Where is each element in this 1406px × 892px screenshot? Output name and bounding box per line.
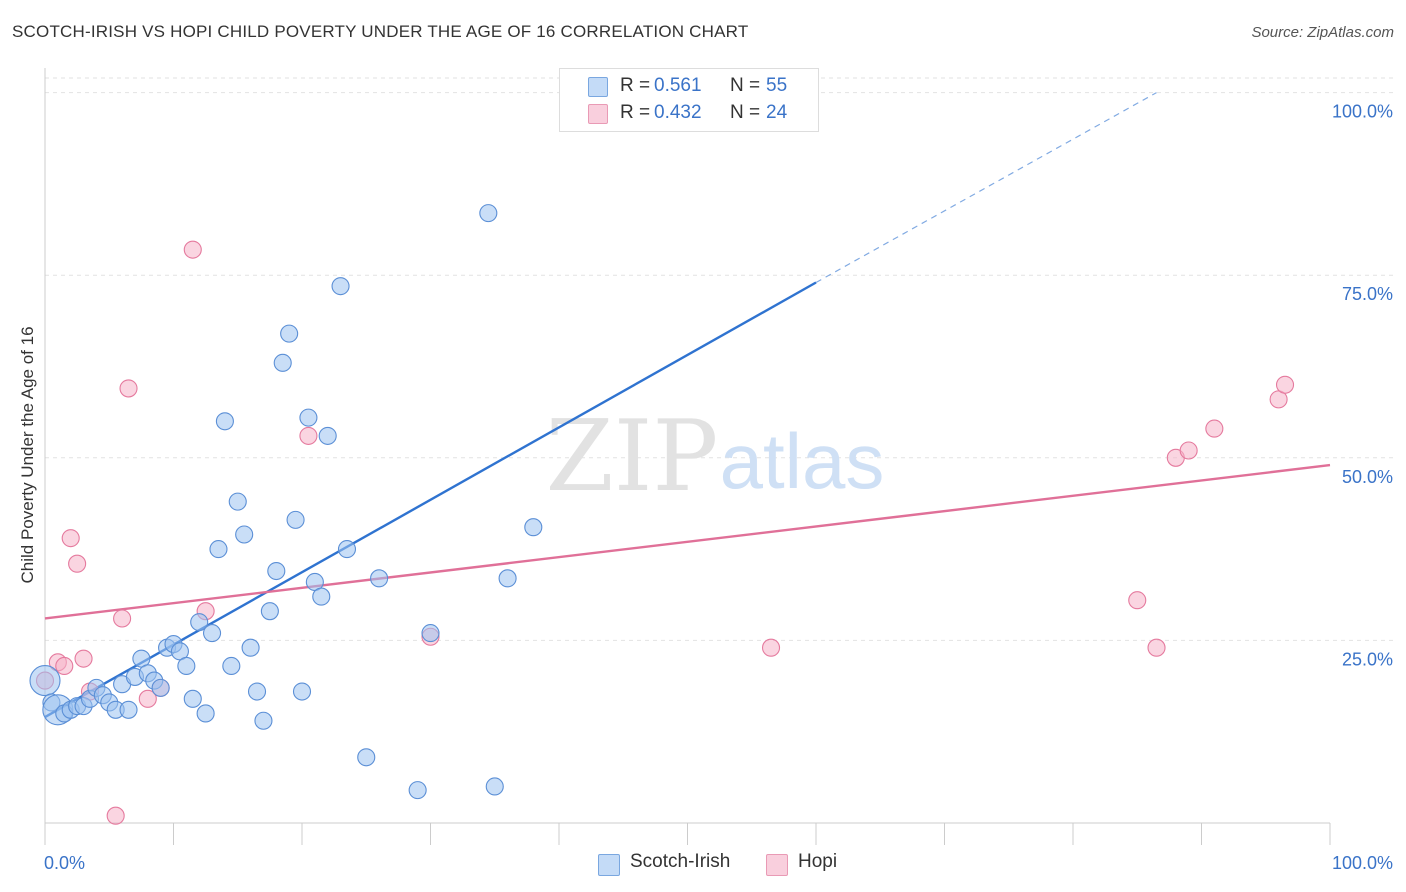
data-points — [29, 83, 1295, 825]
point-scotch-irish — [196, 704, 215, 723]
y-tick-label: 100.0% — [1332, 102, 1393, 122]
y-tick-label: 75.0% — [1342, 284, 1393, 304]
point-scotch-irish — [247, 682, 267, 701]
legend-n-label: N = — [730, 102, 761, 123]
y-axis-label: Child Poverty Under the Age of 16 — [18, 326, 37, 583]
bottom-legend-label-hopi: Hopi — [798, 851, 838, 872]
point-scotch-irish — [215, 412, 234, 431]
axes — [44, 68, 1331, 845]
legend-n-label: N = — [730, 75, 761, 96]
point-scotch-irish — [254, 711, 273, 730]
point-scotch-irish — [408, 781, 427, 800]
point-scotch-irish — [337, 540, 357, 559]
point-hopi — [61, 529, 80, 548]
point-scotch-irish — [183, 689, 202, 708]
point-scotch-irish — [286, 510, 305, 529]
chart-title: SCOTCH-IRISH VS HOPI CHILD POVERTY UNDER… — [12, 22, 749, 41]
correlation-legend: R = 0.561 N = 55 R = 0.432 N = 24 — [559, 68, 819, 132]
watermark-zip: ZIP — [546, 400, 719, 514]
point-scotch-irish — [241, 638, 260, 657]
watermark-atlas: atlas — [720, 417, 885, 505]
tick-labels: 25.0% 50.0% 75.0% 100.0% 0.0% 100.0% — [44, 102, 1393, 873]
point-hopi — [113, 609, 132, 628]
point-hopi — [68, 554, 87, 573]
legend-r-label: R = — [620, 102, 651, 123]
point-hopi — [106, 806, 125, 825]
point-scotch-irish — [312, 587, 331, 606]
grid-lines — [45, 77, 1395, 641]
point-scotch-irish — [421, 624, 440, 643]
point-scotch-irish — [357, 748, 376, 767]
point-scotch-irish — [267, 561, 286, 581]
point-scotch-irish — [235, 525, 254, 544]
point-scotch-irish — [260, 602, 279, 621]
point-scotch-irish — [280, 324, 299, 343]
legend-swatch-scotch-irish — [588, 77, 608, 97]
legend-n-value-hopi: 24 — [766, 102, 788, 123]
bottom-legend-label-scotch-irish: Scotch-Irish — [630, 851, 731, 872]
point-scotch-irish — [370, 569, 389, 588]
point-scotch-irish — [331, 277, 350, 296]
trend-line-hopi — [44, 463, 1331, 620]
x-tick-label-min: 0.0% — [44, 853, 85, 873]
point-hopi — [1128, 591, 1147, 610]
x-tick-label-max: 100.0% — [1332, 853, 1393, 873]
trend-line-extension-scotch-irish — [815, 92, 1157, 284]
point-hopi — [138, 689, 157, 708]
point-scotch-irish — [299, 408, 318, 427]
legend-swatch-hopi — [588, 104, 608, 124]
bottom-legend-swatch-scotch-irish — [598, 854, 620, 876]
point-hopi — [761, 638, 781, 657]
point-scotch-irish — [151, 678, 170, 697]
legend-r-value-scotch-irish: 0.561 — [654, 75, 702, 96]
y-tick-label: 25.0% — [1342, 649, 1393, 669]
point-scotch-irish — [228, 492, 247, 511]
point-hopi — [55, 656, 74, 676]
point-hopi — [183, 240, 202, 259]
point-hopi — [1147, 638, 1166, 657]
point-scotch-irish — [485, 777, 504, 796]
point-scotch-irish — [479, 204, 498, 223]
legend-r-label: R = — [620, 75, 651, 96]
point-scotch-irish — [524, 518, 543, 537]
bottom-legend-swatch-hopi — [766, 854, 788, 876]
point-scotch-irish — [203, 624, 222, 643]
watermark: ZIP atlas — [546, 400, 885, 514]
point-scotch-irish — [29, 665, 61, 697]
point-scotch-irish — [190, 613, 209, 632]
point-scotch-irish — [292, 682, 312, 701]
point-hopi — [74, 649, 93, 668]
point-hopi — [299, 426, 318, 445]
point-hopi — [119, 379, 138, 398]
source-credit: Source: ZipAtlas.com — [1251, 24, 1394, 41]
point-scotch-irish — [209, 540, 228, 559]
point-scotch-irish — [498, 569, 517, 588]
point-scotch-irish — [177, 656, 196, 676]
legend-r-value-hopi: 0.432 — [654, 102, 702, 123]
point-scotch-irish — [222, 656, 241, 676]
point-hopi — [1275, 375, 1295, 394]
point-hopi — [1179, 441, 1198, 460]
legend-n-value-scotch-irish: 55 — [766, 75, 788, 96]
point-hopi — [1205, 419, 1224, 438]
point-scotch-irish — [273, 353, 292, 372]
y-tick-label: 50.0% — [1342, 467, 1393, 487]
point-scotch-irish — [318, 426, 337, 445]
point-scotch-irish — [119, 700, 138, 719]
